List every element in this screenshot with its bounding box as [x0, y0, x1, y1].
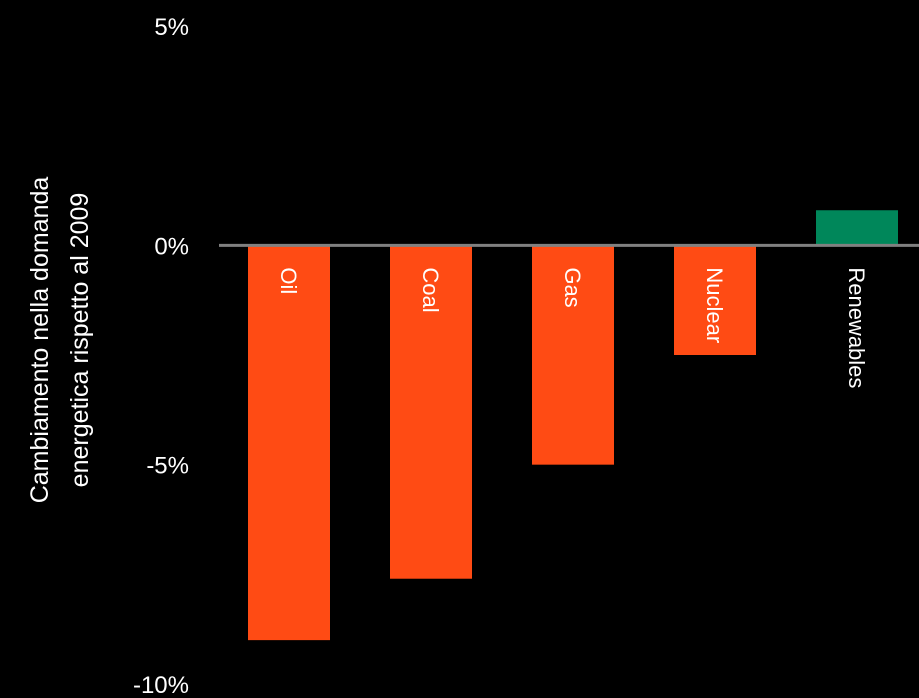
bar-coal: [390, 245, 472, 579]
bar-label-renewables: Renewables: [844, 267, 869, 388]
y-axis-label-line-2: energetica rispetto al 2009: [66, 193, 94, 488]
bar-renewables: [816, 210, 898, 246]
y-tick-label: 5%: [154, 14, 189, 41]
y-tick-label: 0%: [154, 233, 189, 260]
bar-oil: [248, 245, 330, 641]
bar-label-nuclear: Nuclear: [702, 267, 727, 343]
bars: [248, 210, 898, 641]
y-axis-ticks: 5% 0% -5% -10%: [133, 14, 189, 698]
bar-label-coal: Coal: [418, 267, 443, 312]
y-tick-label: -5%: [146, 453, 189, 480]
bar-label-oil: Oil: [276, 267, 301, 294]
bar-gas: [532, 245, 614, 465]
y-axis-label-line-1: Cambiamento nella domanda: [26, 177, 54, 504]
bar-label-gas: Gas: [560, 267, 585, 307]
bar-labels: Oil Coal Gas Nuclear Renewables: [276, 267, 869, 388]
bar-nuclear: [674, 245, 756, 355]
y-tick-label: -10%: [133, 672, 189, 698]
y-axis-label: Cambiamento nella domanda energetica ris…: [26, 177, 94, 504]
